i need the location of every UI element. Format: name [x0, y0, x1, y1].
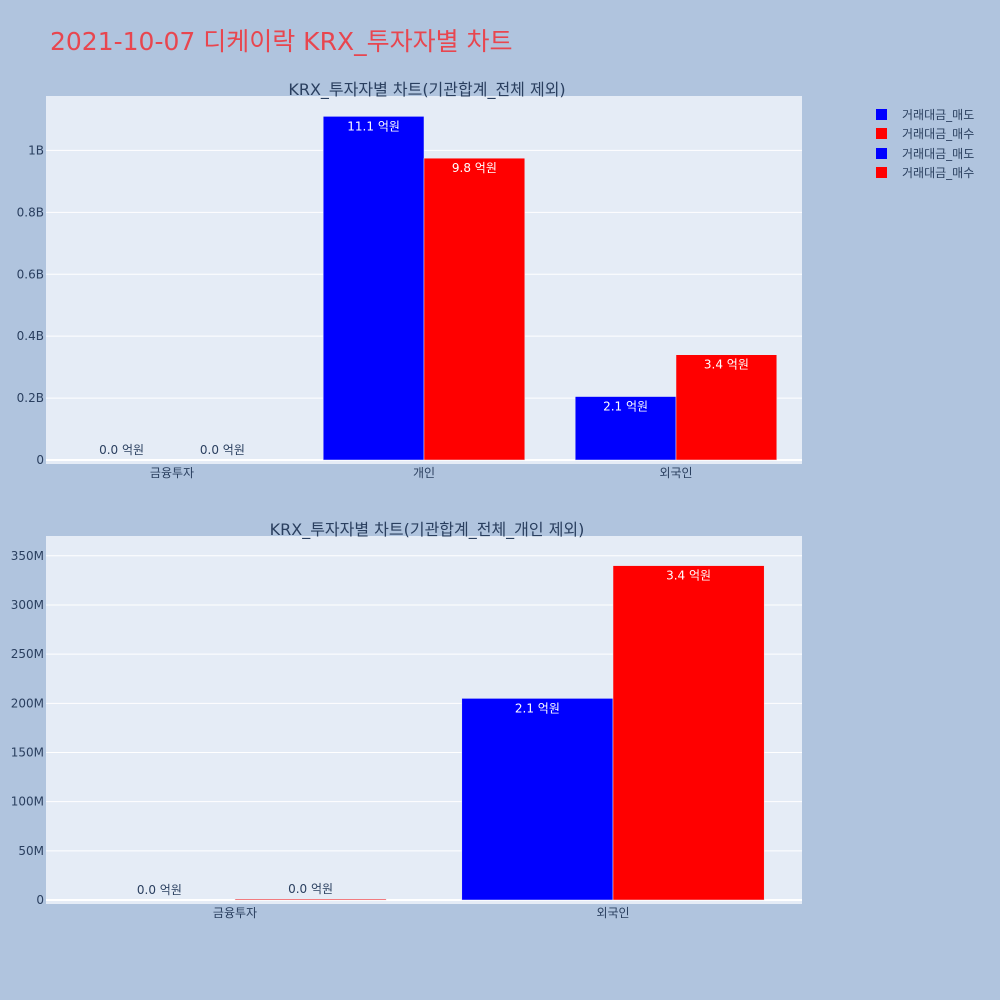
chart-1-y-tick-label: 0.6B — [17, 267, 44, 281]
chart-2-y-tick-label: 350M — [11, 549, 44, 563]
chart-1-bar — [574, 396, 677, 461]
chart-2-x-tick-label: 외국인 — [596, 906, 629, 920]
chart-2-x-tick-label: 금융투자 — [213, 906, 257, 920]
chart-1-title: KRX_투자자별 차트(기관합계_전체 제외) — [288, 80, 565, 100]
chart-2-bar — [461, 698, 614, 901]
chart-1-x-tick-label: 외국인 — [659, 466, 692, 480]
chart-2-bar — [612, 565, 765, 901]
chart-2-title: KRX_투자자별 차트(기관합계_전체_개인 제외) — [270, 520, 585, 540]
legend-swatch — [876, 147, 887, 159]
legend-item[interactable]: 거래대금_매도 — [876, 105, 974, 124]
legend-label: 거래대금_매수 — [902, 127, 975, 142]
chart-2-data-label: 3.4 억원 — [666, 569, 711, 583]
chart-2-y-tick-label: 100M — [11, 795, 44, 809]
chart-1-y-tick-label: 0.2B — [17, 391, 44, 405]
legend-label: 거래대금_매수 — [902, 166, 975, 181]
chart-1-x-tick-label: 개인 — [413, 466, 435, 480]
chart-1-bar — [322, 116, 425, 461]
chart-1-y-tick-label: 0 — [36, 453, 44, 467]
legend-item[interactable]: 거래대금_매수 — [876, 124, 974, 143]
legend-swatch — [876, 109, 887, 121]
legend-swatch — [876, 167, 887, 179]
chart-1-x-tick-label: 금융투자 — [150, 466, 194, 480]
legend-label: 거래대금_매도 — [902, 108, 975, 123]
legend-item[interactable]: 거래대금_매수 — [876, 163, 974, 182]
chart-2-y-tick-label: 50M — [18, 844, 44, 858]
chart-1-data-label: 2.1 억원 — [603, 400, 648, 414]
page-title: 2021-10-07 디케이락 KRX_투자자별 차트 — [50, 27, 513, 56]
chart-1-y-tick-label: 1B — [28, 143, 44, 157]
legend-item[interactable]: 거래대금_매도 — [876, 144, 974, 163]
legend[interactable]: 거래대금_매도 거래대금_매수 거래대금_매도 거래대금_매수 — [876, 105, 974, 182]
chart-2-data-label: 0.0 억원 — [288, 882, 333, 896]
chart-2-y-tick-label: 0 — [36, 893, 44, 907]
chart-2-bar — [234, 898, 387, 901]
chart-1-data-label: 3.4 억원 — [704, 358, 749, 372]
chart-1-y-tick-label: 0.4B — [17, 329, 44, 343]
chart-1-data-label: 11.1 억원 — [347, 119, 400, 133]
legend-label: 거래대금_매도 — [902, 146, 975, 161]
chart-1-y-tick-label: 0.8B — [17, 205, 44, 219]
legend-swatch — [876, 128, 887, 140]
chart-2-y-tick-label: 150M — [11, 745, 44, 759]
chart-1-data-label: 0.0 억원 — [99, 443, 144, 457]
chart-2-y-tick-label: 300M — [11, 598, 44, 612]
chart-1-bar — [423, 157, 526, 461]
chart-1-bar — [675, 354, 778, 461]
chart-2-data-label: 0.0 억원 — [137, 883, 182, 897]
chart-1-data-label: 9.8 억원 — [452, 161, 497, 175]
chart-2-data-label: 2.1 억원 — [515, 701, 560, 715]
chart-1-data-label: 0.0 억원 — [200, 443, 245, 457]
chart-2-y-tick-label: 250M — [11, 647, 44, 661]
chart-2-y-tick-label: 200M — [11, 696, 44, 710]
